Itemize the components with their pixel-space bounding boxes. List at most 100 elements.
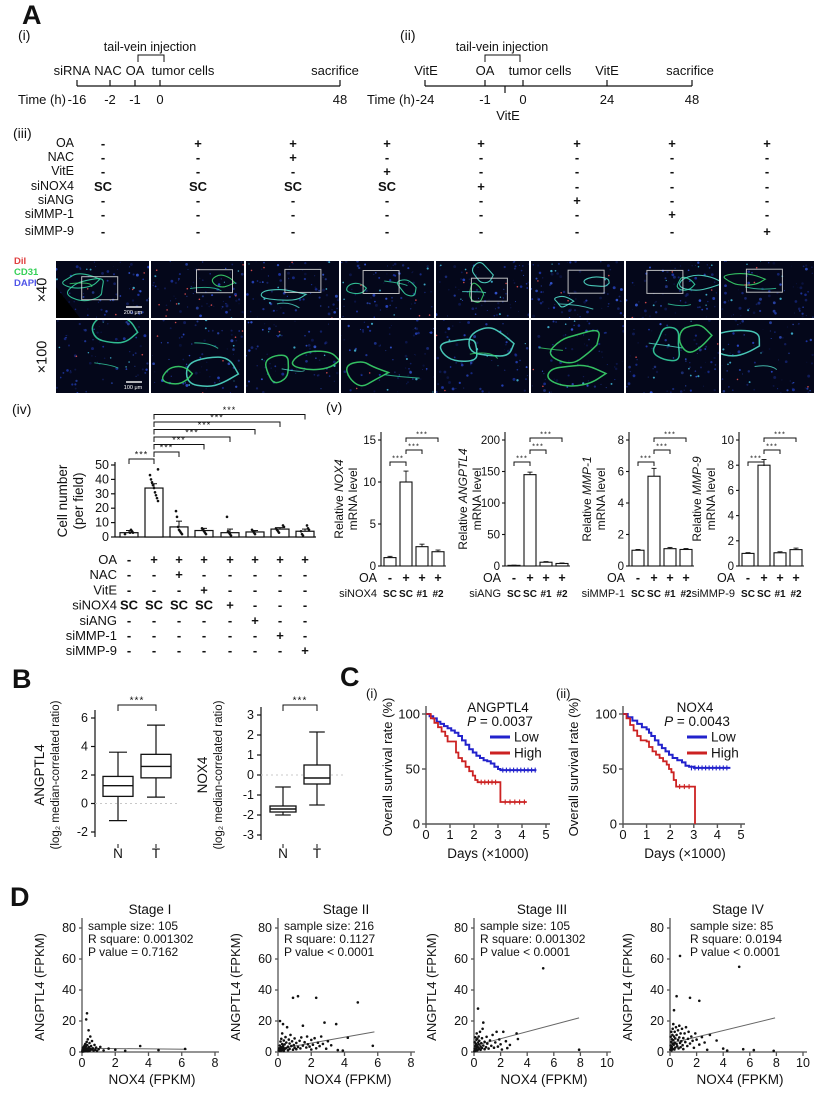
svg-text:-: - xyxy=(228,628,232,643)
svg-text:8: 8 xyxy=(212,1056,219,1070)
svg-text:80: 80 xyxy=(258,921,272,935)
svg-text:0: 0 xyxy=(69,1045,76,1059)
magnification-label: ×40 xyxy=(34,277,51,303)
matrix-cell: - xyxy=(574,164,580,179)
svg-text:-: - xyxy=(202,567,206,582)
timeline-i: (i) tail-vein injection siRNA -16 NAC -2 OA -1 t… xyxy=(18,27,359,107)
svg-text:-: - xyxy=(303,598,307,613)
svg-text:-: - xyxy=(746,571,750,585)
svg-text:***: *** xyxy=(532,442,544,451)
panel-c-label: C xyxy=(340,662,360,692)
svg-text:P = 0.0043: P = 0.0043 xyxy=(664,714,730,729)
svg-text:(i): (i) xyxy=(366,686,378,701)
svg-text:60: 60 xyxy=(258,952,272,966)
svg-text:6: 6 xyxy=(746,1056,753,1070)
svg-text:-: - xyxy=(278,567,282,582)
micrograph xyxy=(341,320,434,393)
svg-text:+: + xyxy=(200,552,208,567)
micrograph xyxy=(531,320,624,393)
svg-text:SC: SC xyxy=(170,598,189,613)
bar xyxy=(555,562,569,567)
mrna-chart-angptl4: Relative ANGPTL4 mRNA level 0 50 100 150 200 **… xyxy=(456,430,570,600)
svg-text:3: 3 xyxy=(494,827,501,842)
svg-text:0: 0 xyxy=(728,561,734,573)
svg-text:***: *** xyxy=(160,443,174,453)
svg-text:+: + xyxy=(666,571,673,585)
svg-text:-: - xyxy=(303,582,307,597)
svg-text:0: 0 xyxy=(275,1056,282,1070)
matrix-cell: - xyxy=(195,207,201,222)
svg-text:40: 40 xyxy=(62,983,76,997)
matrix-cell: + xyxy=(573,136,581,151)
matrix-cell: - xyxy=(669,224,675,239)
matrix-cell: - xyxy=(574,150,580,165)
svg-text:siNOX4: siNOX4 xyxy=(339,588,377,600)
matrix-cell: - xyxy=(574,207,580,222)
svg-text:100: 100 xyxy=(398,707,420,722)
svg-text:ANGPTL4 (FPKM): ANGPTL4 (FPKM) xyxy=(620,933,635,1041)
magnification-label: ×100 xyxy=(34,340,51,374)
svg-text:(i): (i) xyxy=(18,27,30,43)
svg-text:+: + xyxy=(175,552,183,567)
svg-text:***: *** xyxy=(408,442,420,451)
svg-text:Days (×1000): Days (×1000) xyxy=(447,846,528,861)
svg-text:(per field): (per field) xyxy=(71,472,86,529)
svg-text:***: *** xyxy=(185,428,199,438)
panel-av-label: (v) xyxy=(326,399,343,415)
svg-text:+: + xyxy=(402,571,409,585)
svg-text:R square: 0.001302: R square: 0.001302 xyxy=(88,932,194,946)
svg-text:0: 0 xyxy=(471,1056,478,1070)
svg-text:50: 50 xyxy=(95,458,109,472)
svg-text:8: 8 xyxy=(577,1056,584,1070)
svg-text:mRNA level: mRNA level xyxy=(470,468,484,531)
svg-text:***: *** xyxy=(640,454,652,463)
micrograph xyxy=(626,320,719,393)
svg-text:0: 0 xyxy=(81,797,88,811)
svg-text:sample size: 105: sample size: 105 xyxy=(480,919,570,933)
svg-text:SC: SC xyxy=(741,589,755,600)
svg-text:OA: OA xyxy=(126,63,145,78)
svg-text:0: 0 xyxy=(156,92,163,107)
svg-text:P value < 0.0001: P value < 0.0001 xyxy=(284,945,375,959)
bar xyxy=(539,561,553,567)
svg-text:sample size: 216: sample size: 216 xyxy=(284,919,374,933)
matrix-cell: - xyxy=(290,224,296,239)
svg-text:-2: -2 xyxy=(77,825,88,839)
svg-text:60: 60 xyxy=(454,952,468,966)
survival-curve-low xyxy=(426,713,537,772)
svg-text:-: - xyxy=(253,567,257,582)
svg-text:10: 10 xyxy=(363,477,376,489)
svg-text:4: 4 xyxy=(145,1056,152,1070)
svg-text:-: - xyxy=(152,613,156,628)
svg-text:***: *** xyxy=(223,405,237,415)
matrix-cell: - xyxy=(478,164,484,179)
svg-text:2: 2 xyxy=(112,1056,119,1070)
svg-text:2: 2 xyxy=(308,1056,315,1070)
panel-d-label: D xyxy=(10,882,30,912)
svg-text:Relative MMP-9: Relative MMP-9 xyxy=(690,456,704,542)
svg-text:Overall survival rate (%): Overall survival rate (%) xyxy=(380,698,395,837)
svg-text:-: - xyxy=(202,628,206,643)
svg-text:R square: 0.1127: R square: 0.1127 xyxy=(284,932,375,946)
matrix-cell: - xyxy=(195,150,201,165)
stain-legend: DiI CD31 DAPI xyxy=(14,256,38,289)
svg-text:4: 4 xyxy=(81,740,88,754)
svg-text:***: *** xyxy=(656,442,668,451)
matrix-cell: - xyxy=(478,207,484,222)
matrix-cell: - xyxy=(100,207,106,222)
svg-text:Stage II: Stage II xyxy=(323,902,370,917)
svg-text:50: 50 xyxy=(603,762,617,777)
svg-text:-: - xyxy=(152,582,156,597)
svg-text:+: + xyxy=(175,567,183,582)
svg-text:#1: #1 xyxy=(416,589,428,600)
svg-text:2: 2 xyxy=(247,728,254,742)
svg-text:mRNA level: mRNA level xyxy=(346,468,360,531)
svg-text:2: 2 xyxy=(693,1056,700,1070)
matrix-cell: - xyxy=(669,150,675,165)
trend-line xyxy=(669,1017,776,1044)
survival-angptl4: (i)Overall survival rate (%) 0 50 100 0 1 2 3 4 5… xyxy=(366,686,550,861)
svg-text:48: 48 xyxy=(333,92,347,107)
bar xyxy=(295,530,315,538)
svg-text:4: 4 xyxy=(518,827,525,842)
svg-text:+: + xyxy=(650,571,657,585)
